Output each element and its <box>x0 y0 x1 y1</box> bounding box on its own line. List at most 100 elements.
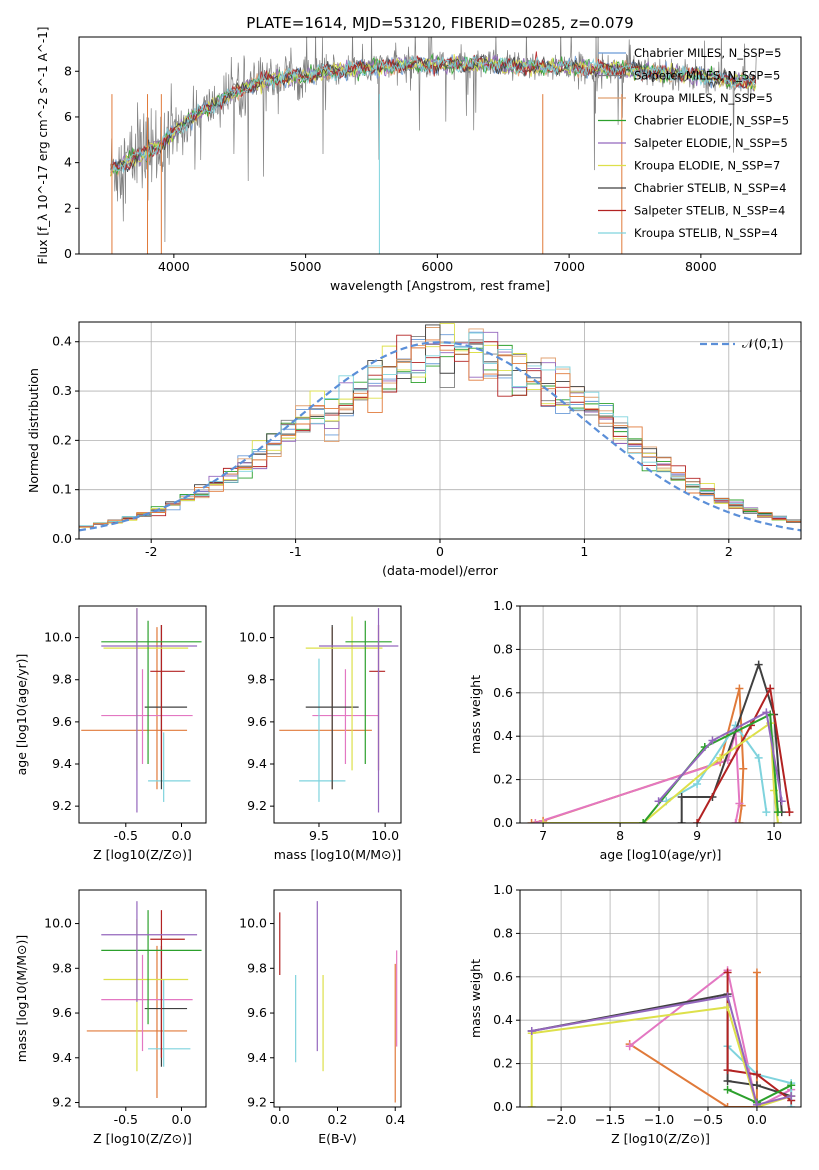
x-axis-label: Z [log10(Z/Z⊙)] <box>93 1131 192 1146</box>
x-tick-label: 9.5 <box>309 828 329 843</box>
y-axis-label: mass [log10(M/M⊙)] <box>14 935 29 1063</box>
mass-weight-marker <box>735 799 744 808</box>
y-tick-label: 9.8 <box>52 672 72 687</box>
mass-weight-marker <box>539 819 548 823</box>
mass-weight-marker <box>654 797 663 806</box>
axes-frame <box>78 605 207 824</box>
legend-entry: Kroupa MILES, N_SSP=5 <box>634 91 773 105</box>
mass-weight-marker <box>762 808 771 817</box>
y-tick-label: 0.6 <box>493 969 513 984</box>
y-axis-label: Normed distribution <box>26 368 41 493</box>
y-tick-label: 0.8 <box>493 925 513 940</box>
y-tick-label: 0 <box>64 246 72 261</box>
y-tick-label: 9.6 <box>247 714 267 729</box>
y-tick-label: 9.8 <box>247 960 267 975</box>
mass-weight-marker <box>693 819 702 823</box>
mass-weight-marker <box>762 708 771 717</box>
mass-weight-marker <box>787 1092 796 1101</box>
y-tick-label: 9.8 <box>247 672 267 687</box>
y-tick-label: 0.4 <box>493 728 513 743</box>
legend-entry: Salpeter ELODIE, N_SSP=5 <box>634 136 788 150</box>
mass-weight-marker <box>766 684 775 693</box>
legend-entry: Salpeter STELIB, N_SSP=4 <box>634 204 785 218</box>
plot-area-residuals <box>79 323 801 532</box>
chart-age-vs-Z: -0.5 0.0 9.2 9.4 9.6 9.8 10.0 Z [log10(Z/Z⊙)] ag… <box>14 605 207 862</box>
x-tick-label: -0.5 <box>114 828 138 843</box>
mass-weight-marker <box>735 819 744 823</box>
plot-area-mass-vs-Z <box>86 901 202 1099</box>
mass-weight-marker <box>723 1103 732 1107</box>
chart-age-vs-mass: 9.5 10.0 9.2 9.4 9.6 9.8 10.0 mass [log10(M/M⊙)… <box>239 605 402 862</box>
mass-weight-marker <box>735 684 744 693</box>
x-tick-label: 7000 <box>553 259 585 274</box>
mass-weight-line <box>629 972 758 1107</box>
y-tick-label: 10.0 <box>239 916 267 931</box>
x-tick-label: 2 <box>725 544 733 559</box>
y-tick-label: 8 <box>64 63 72 78</box>
mass-weight-line <box>629 968 792 1107</box>
mass-weight-marker <box>773 808 782 817</box>
y-tick-label: 9.4 <box>247 756 267 771</box>
x-axis-label: (data-model)/error <box>382 563 499 578</box>
x-tick-label: 0.0 <box>172 1112 192 1127</box>
y-tick-label: 6 <box>64 109 72 124</box>
y-axis-label: mass weight <box>468 675 483 754</box>
y-tick-label: 0.0 <box>52 531 72 546</box>
axes-frame <box>78 36 802 255</box>
x-axis-label: age [log10(age/yr)] <box>600 847 722 862</box>
legend-entry: Kroupa ELODIE, N_SSP=7 <box>634 159 780 173</box>
plot-area-spectrum <box>110 37 757 254</box>
mass-weight-marker <box>731 819 740 823</box>
y-tick-label: 0.2 <box>52 432 72 447</box>
x-tick-label: -0.5 <box>114 1112 138 1127</box>
y-tick-label: 0.4 <box>52 334 72 349</box>
y-tick-label: 0.0 <box>493 815 513 830</box>
x-tick-label: −2.0 <box>546 1112 576 1127</box>
mass-weight-marker <box>723 1076 732 1085</box>
x-tick-label: 5000 <box>290 259 322 274</box>
y-axis-label: mass weight <box>468 959 483 1038</box>
mass-weight-marker <box>723 1085 732 1094</box>
mass-weight-line <box>696 685 791 823</box>
plot-area-age-vs-mass <box>279 608 399 813</box>
gaussian-curve <box>79 341 801 532</box>
y-tick-label: 9.2 <box>247 1095 267 1110</box>
y-tick-label: 1.0 <box>493 882 513 897</box>
mass-weight-marker <box>773 819 782 823</box>
mass-weight-line <box>726 972 792 1102</box>
y-tick-label: 9.8 <box>52 960 72 975</box>
y-tick-label: 0.4 <box>493 1012 513 1027</box>
x-tick-label: 0.0 <box>270 1112 290 1127</box>
mass-weight-marker <box>693 779 702 788</box>
plot-area-mass-weight-vs-age <box>527 660 794 823</box>
y-tick-label: 0.6 <box>493 685 513 700</box>
axes-frame <box>519 605 802 824</box>
mass-weight-marker <box>639 819 648 823</box>
mass-weight-marker <box>752 1100 761 1107</box>
x-tick-label: −0.5 <box>693 1112 723 1127</box>
x-axis-label: Z [log10(Z/Z⊙)] <box>93 847 192 862</box>
x-tick-label: 1 <box>580 544 588 559</box>
y-tick-label: 0.2 <box>493 772 513 787</box>
mass-weight-marker <box>527 1103 536 1107</box>
mass-weight-marker <box>677 792 686 801</box>
x-tick-label: 10.0 <box>371 828 399 843</box>
y-tick-label: 10.0 <box>239 630 267 645</box>
mass-weight-marker <box>777 797 786 806</box>
x-axis-label: mass [log10(M/M⊙)] <box>274 847 402 862</box>
x-tick-label: 9 <box>693 828 701 843</box>
y-tick-label: 0.2 <box>493 1056 513 1071</box>
mass-weight-marker <box>531 819 540 823</box>
y-tick-label: 0.0 <box>493 1099 513 1114</box>
figure-title: PLATE=1614, MJD=53120, FIBERID=0285, z=0… <box>246 14 633 32</box>
chart-mass-vs-Z: -0.5 0.0 9.2 9.4 9.6 9.8 10.0 Z [log10(Z/Z⊙)] ma… <box>14 889 207 1146</box>
y-tick-label: 9.6 <box>52 714 72 729</box>
x-tick-label: 8000 <box>685 259 717 274</box>
mass-weight-marker <box>752 968 761 977</box>
model-spectrum-line <box>110 55 757 173</box>
y-tick-label: 10.0 <box>44 916 72 931</box>
x-tick-label: 4000 <box>158 259 190 274</box>
y-tick-label: 9.4 <box>52 1050 72 1065</box>
mass-weight-line <box>531 688 745 823</box>
